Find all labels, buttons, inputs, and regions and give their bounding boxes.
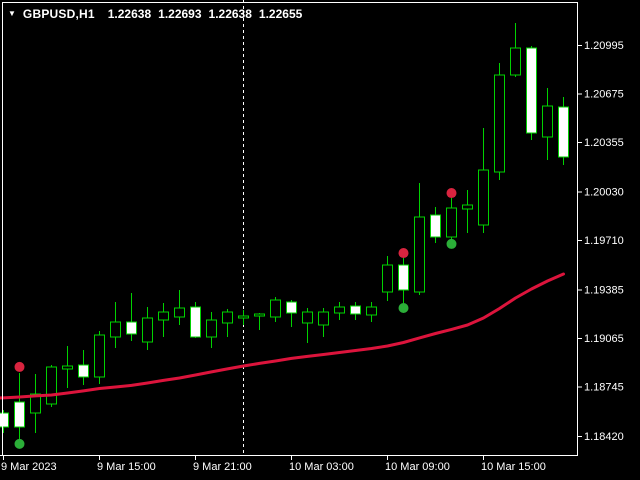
- candle-bear: [286, 301, 297, 314]
- candle-bull: [270, 299, 281, 318]
- sell-signal-dot: [14, 361, 25, 372]
- time-axis[interactable]: 9 Mar 2023 9 Mar 15:00 9 Mar 21:00 10 Mar 0…: [1, 456, 546, 473]
- sell-signal-dot: [446, 188, 457, 199]
- candle-bull: [238, 315, 249, 319]
- candles-layer: [0, 22, 569, 440]
- quote-high: 1.22693: [158, 6, 202, 21]
- candle-bull: [510, 47, 521, 76]
- buy-signal-dot: [446, 238, 457, 249]
- candle-bull: [222, 311, 233, 324]
- candle-bull: [334, 306, 345, 314]
- quote-open: 1.22638: [107, 6, 152, 21]
- candle-bear: [0, 412, 9, 428]
- price-axis-label: 1.20355: [584, 137, 624, 149]
- candle-bull: [254, 313, 265, 317]
- time-axis-label: 10 Mar 03:00: [289, 461, 354, 473]
- candle-bear: [350, 305, 361, 315]
- candle-bull: [302, 311, 313, 324]
- candle-bull: [46, 366, 57, 405]
- price-axis-label: 1.19065: [584, 333, 624, 345]
- candle-bear: [398, 264, 409, 291]
- price-axis-label: 1.20995: [584, 40, 624, 52]
- price-axis-label: 1.19710: [584, 235, 624, 247]
- candle-bull: [30, 393, 41, 414]
- price-axis-label: 1.20030: [584, 187, 624, 199]
- chart-title-bar: ▼ GBPUSD,H1 1.22638 1.22693 1.22638 1.22…: [8, 6, 302, 21]
- candle-bull: [446, 207, 457, 238]
- candle-bear: [526, 47, 537, 134]
- buy-signal-dot: [14, 438, 25, 449]
- time-axis-label: 10 Mar 15:00: [481, 461, 546, 473]
- candle-bear: [558, 106, 569, 158]
- price-axis-label: 1.18745: [584, 382, 624, 394]
- time-axis-label: 9 Mar 15:00: [97, 461, 156, 473]
- price-axis[interactable]: 1.20995 1.20675 1.20355 1.20030 1.19710 1.193…: [577, 40, 624, 443]
- candle-bull: [158, 311, 169, 321]
- candle-bull: [62, 365, 73, 370]
- candle-bull: [382, 264, 393, 293]
- quote-close: 1.22655: [258, 6, 303, 21]
- candle-bull: [110, 321, 121, 338]
- time-axis-label: 10 Mar 09:00: [385, 461, 450, 473]
- dropdown-arrow-icon[interactable]: ▼: [8, 8, 16, 18]
- candle-bull: [94, 334, 105, 378]
- time-axis-label: 9 Mar 2023: [1, 461, 57, 473]
- candle-bull: [494, 74, 505, 173]
- symbol-timeframe-label: GBPUSD,H1: [22, 6, 95, 21]
- candle-bear: [190, 306, 201, 338]
- candle-bull: [142, 317, 153, 343]
- candle-bull: [542, 105, 553, 138]
- candle-bull: [414, 216, 425, 293]
- candle-bull: [318, 311, 329, 326]
- candle-bull: [462, 204, 473, 210]
- buy-signal-dot: [398, 302, 409, 313]
- candle-bull: [366, 306, 377, 316]
- ma-line: [0, 272, 565, 400]
- candle-bull: [478, 169, 489, 226]
- time-axis-label: 9 Mar 21:00: [193, 461, 252, 473]
- candle-bull: [206, 319, 217, 338]
- price-axis-label: 1.18420: [584, 431, 624, 443]
- price-axis-label: 1.19385: [584, 284, 624, 296]
- candle-bear: [430, 214, 441, 238]
- chart-pane[interactable]: [3, 3, 576, 455]
- sell-signal-dot: [398, 248, 409, 259]
- candle-bull: [174, 307, 185, 318]
- quote-low: 1.22638: [208, 6, 252, 21]
- candle-bear: [78, 364, 89, 378]
- candle-bear: [14, 401, 25, 428]
- price-axis-label: 1.20675: [584, 89, 624, 101]
- candle-bear: [126, 321, 137, 335]
